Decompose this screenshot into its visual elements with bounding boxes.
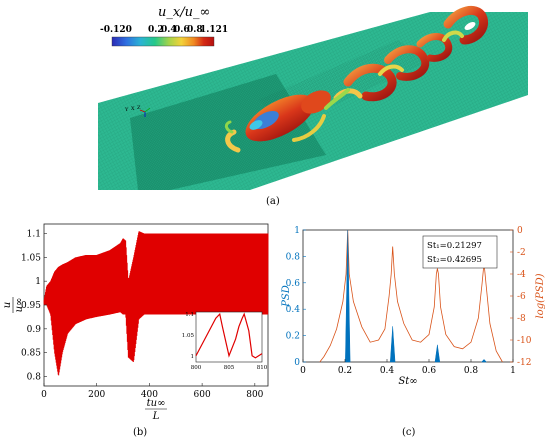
y-right-tick-label: -6 [517, 292, 526, 302]
y-axis-label: PSD [281, 285, 292, 308]
x-tick-label: 0.2 [338, 366, 352, 376]
y-tick-label: 0.2 [286, 332, 300, 342]
x-tick-label: 600 [194, 390, 211, 400]
x-axis-label: St∞ [398, 376, 417, 387]
axis-triad: Y X Z [124, 105, 151, 117]
x-axis-label: tu∞ L [145, 398, 167, 422]
psd-chart: 0 0.2 0.4 0.6 0.8 1 0 0.2 0.4 0.6 0.8 1 0 -2 -4 -6 -8 -10… [281, 226, 546, 387]
triad-label-y: Y [124, 107, 129, 113]
y-tick-label: 0.4 [286, 305, 301, 315]
inset-y-tick-label: 1 [191, 354, 195, 360]
y-tick-label: 0 [294, 358, 300, 368]
x-tick-label: 0 [300, 366, 306, 376]
psd-peak [481, 358, 487, 363]
colorbar-tick-2: 0.4 [161, 25, 177, 35]
colorbar-title: u_x/u_∞ [158, 5, 210, 20]
y-label-denominator: u∞ [14, 298, 25, 313]
wake-vortices [333, 5, 488, 102]
time-series-chart: 0 200 400 600 800 0.8 0.85 0.9 0.95 1 1.05 1.1 u u∞ tu… [2, 223, 269, 422]
y-tick-label: 0.6 [286, 279, 301, 289]
y-right-tick-label: -8 [517, 314, 526, 324]
y-right-axis-label: log(PSD) [535, 273, 546, 318]
y-axis-label: u u∞ [2, 297, 25, 313]
y-tick-label: 0.95 [21, 301, 41, 311]
inset-x-tick-label: 800 [191, 365, 202, 371]
triad-label-z: Z [137, 105, 141, 111]
colorbar-tick-5: 1.121 [200, 25, 228, 35]
legend-box [422, 235, 498, 269]
x-tick-label: 0.8 [464, 366, 479, 376]
y-right-tick-label: -2 [517, 248, 526, 258]
x-tick-label: 1 [510, 366, 516, 376]
colorbar: u_x/u_∞ -0.120 0.2 0.4 0.6 0.8 1.121 [100, 5, 228, 47]
y-tick-label: 1.1 [27, 230, 41, 240]
psd-peak [345, 229, 351, 363]
triad-label-x: X [131, 106, 135, 112]
y-right-tick-label: -10 [517, 336, 532, 346]
x-tick-label: 200 [88, 390, 105, 400]
x-tick-label: 400 [141, 390, 158, 400]
caption-b: (b) [133, 427, 148, 438]
y-right-tick-label: -4 [517, 270, 526, 280]
x-label-denominator: L [152, 411, 160, 422]
y-right-tick-label: -12 [517, 358, 532, 368]
x-tick-label: 0.4 [380, 366, 395, 376]
y-right-tick-label: 0 [517, 226, 523, 236]
cfd-render: Y X Z u_x/u_∞ -0.120 0.2 0.4 0.6 0.8 1.1… [98, 5, 528, 190]
y-tick-label: 0.9 [27, 325, 42, 335]
colorbar-tick-0: -0.120 [100, 25, 132, 35]
x-label-numerator: tu∞ [147, 398, 166, 409]
colorbar-tick-4: 0.8 [187, 25, 203, 35]
y-tick-label: 1 [35, 277, 41, 287]
legend-entry: St₂=0.42695 [427, 255, 482, 265]
y-tick-label: 0.85 [21, 349, 41, 359]
legend-entry: St₁=0.21297 [427, 241, 482, 251]
inset-signal-line [195, 312, 263, 359]
x-tick-label: 800 [246, 390, 263, 400]
colorbar-tick-1: 0.2 [148, 25, 164, 35]
y-tick-label: 1.05 [21, 253, 41, 263]
caption-a: (a) [266, 196, 280, 207]
y-label-numerator: u [2, 302, 13, 308]
x-tick-label: 0 [41, 390, 47, 400]
caption-c: (c) [402, 427, 416, 438]
x-tick-label: 0.6 [422, 366, 437, 376]
inset-y-tick-label: 1.1 [185, 312, 194, 318]
bluff-body-vortex [224, 88, 350, 153]
colorbar-tick-3: 0.6 [174, 25, 190, 35]
inset-x-tick-label: 810 [257, 365, 268, 371]
psd-peak [434, 344, 441, 363]
inset-x-tick-label: 805 [224, 365, 235, 371]
y-tick-label: 1 [294, 226, 300, 236]
psd-peak [390, 326, 396, 363]
inset-y-tick-label: 1.05 [182, 333, 195, 339]
colorbar-gradient [111, 36, 215, 47]
y-tick-label: 0.8 [27, 372, 42, 382]
y-tick-label: 0.8 [286, 252, 301, 262]
signal-line [43, 231, 269, 376]
